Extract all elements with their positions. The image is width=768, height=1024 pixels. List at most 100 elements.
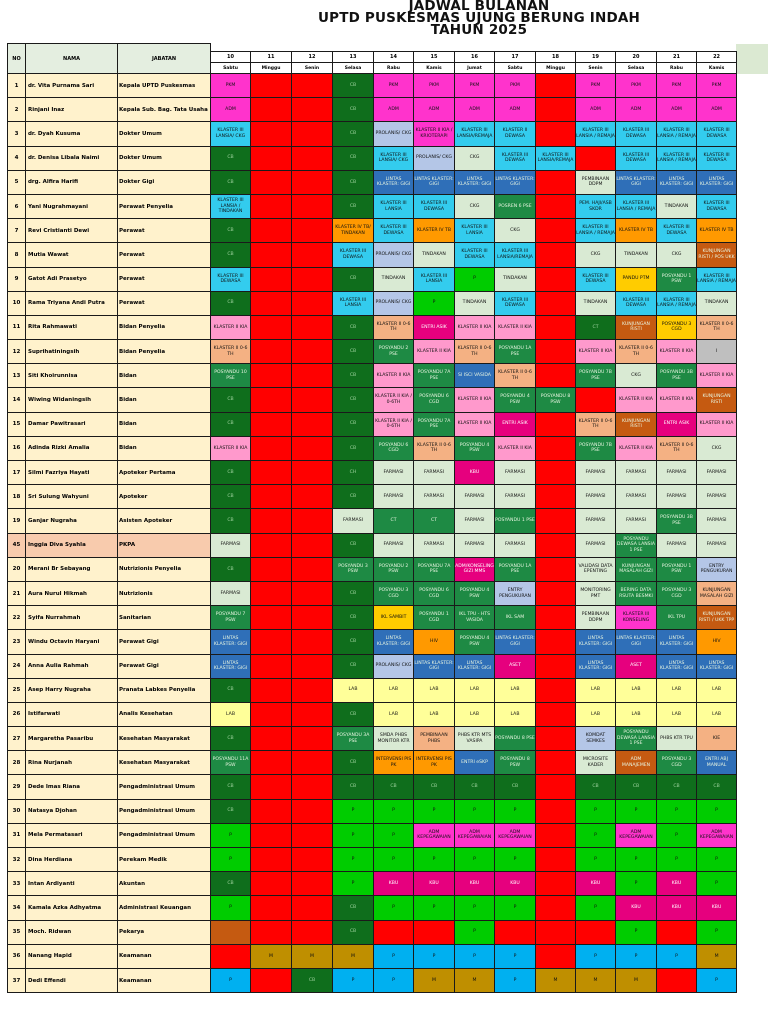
schedule-cell bbox=[413, 919, 455, 945]
schedule-cell: M bbox=[535, 967, 576, 994]
date-number: 22 bbox=[695, 51, 738, 64]
staff-position: Bidan bbox=[117, 363, 211, 389]
schedule-cell: M bbox=[615, 967, 657, 994]
schedule-cell: CB bbox=[210, 387, 251, 413]
schedule-cell: ADM KEPEGAWAIAN bbox=[413, 822, 455, 849]
schedule-cell bbox=[250, 411, 292, 437]
date-number: 20 bbox=[615, 51, 657, 64]
schedule-cell: CB bbox=[332, 193, 374, 220]
staff-position: Apoteker bbox=[117, 484, 211, 510]
schedule-cell: CKG bbox=[575, 242, 616, 268]
schedule-cell: ADM bbox=[454, 97, 495, 123]
schedule-cell bbox=[535, 266, 576, 292]
row-number: 25 bbox=[7, 677, 26, 703]
schedule-cell: CB bbox=[332, 339, 374, 365]
staff-name: Adinda Rizki Amalia bbox=[25, 435, 118, 462]
header-nama: NAMA bbox=[25, 43, 118, 74]
table-row: 18 Sri Sulung Wahyuni Apoteker CB CB FARMASI F… bbox=[7, 484, 738, 510]
schedule-cell: P bbox=[656, 846, 697, 873]
day-name: Sabtu bbox=[494, 62, 536, 74]
staff-name: dr. Denisa Libala Naimi bbox=[25, 145, 118, 171]
day-name: Rabu bbox=[656, 62, 697, 74]
schedule-cell: P bbox=[575, 822, 616, 849]
schedule-cell: LAB bbox=[575, 701, 616, 728]
schedule-cell: LAB bbox=[615, 677, 657, 703]
schedule-cell: FARMASI bbox=[575, 532, 616, 558]
schedule-cell: FARMASI bbox=[656, 532, 697, 558]
schedule-cell: LINTAS KLASTER: GIGI bbox=[373, 629, 414, 655]
schedule-cell bbox=[250, 363, 292, 389]
schedule-cell: POSYANDU 3A PSE bbox=[332, 726, 374, 752]
schedule-cell: LAB bbox=[575, 677, 616, 703]
row-number: 30 bbox=[7, 798, 26, 824]
schedule-cell: P bbox=[373, 943, 414, 969]
schedule-cell: POSYANDU 4 PSW bbox=[454, 580, 495, 607]
schedule-cell: PHBS KTR MTS VASIPA bbox=[454, 726, 495, 752]
schedule-cell: POSYANDU 3B PSE bbox=[656, 508, 697, 534]
schedule-cell: INTERVENSI PIS PK bbox=[413, 750, 455, 776]
schedule-cell bbox=[535, 484, 576, 510]
schedule-cell: ENTRI ASIK bbox=[656, 411, 697, 437]
schedule-cell: POSYANDU 1 PSE bbox=[494, 508, 536, 534]
schedule-cell bbox=[291, 387, 333, 413]
schedule-cell: CB bbox=[494, 774, 536, 800]
schedule-cell: FARMASI bbox=[615, 484, 657, 510]
schedule-cell bbox=[291, 266, 333, 292]
schedule-cell: LINTAS KLASTER: GIGI bbox=[656, 653, 697, 679]
schedule-cell: POSYANDU DEWASA LANSIA 1 PSE bbox=[615, 726, 657, 752]
schedule-cell: FARMASI bbox=[494, 532, 536, 558]
row-number: 10 bbox=[7, 290, 26, 316]
schedule-cell: CB bbox=[332, 750, 374, 776]
schedule-cell: I bbox=[695, 339, 738, 365]
schedule-cell: FARMASI bbox=[454, 532, 495, 558]
schedule-cell bbox=[291, 701, 333, 728]
schedule-cell: TINDAKAN bbox=[413, 242, 455, 268]
schedule-cell: CKG bbox=[656, 242, 697, 268]
schedule-cell: POSYANDU 1A PSE bbox=[494, 556, 536, 582]
row-number: 18 bbox=[7, 484, 26, 510]
day-row: Sabtu Minggu Senin Selasa Rabu Kamis Jumat Sabt… bbox=[8, 62, 738, 74]
schedule-cell: KUNJUNGAN RISTI bbox=[615, 411, 657, 437]
schedule-cell bbox=[210, 919, 251, 945]
schedule-cell: P bbox=[210, 846, 251, 873]
schedule-cell: CKG bbox=[494, 218, 536, 244]
schedule-cell bbox=[291, 411, 333, 437]
schedule-cell bbox=[291, 532, 333, 558]
staff-name: Rina Nurjanah bbox=[25, 750, 118, 776]
staff-position: Apoteker Pertama bbox=[117, 459, 211, 486]
schedule-cell bbox=[291, 242, 333, 268]
schedule-cell: P bbox=[454, 846, 495, 873]
row-number: 15 bbox=[7, 411, 26, 437]
schedule-cell bbox=[291, 145, 333, 171]
schedule-cell bbox=[250, 242, 292, 268]
schedule-cell: LAB bbox=[413, 701, 455, 728]
staff-position: Perawat bbox=[117, 266, 211, 292]
staff-name: Inggia Diva Syahla bbox=[25, 532, 118, 558]
schedule-cell bbox=[575, 145, 616, 171]
schedule-cell: KLASTER II KIA bbox=[656, 387, 697, 413]
schedule-cell: P bbox=[373, 846, 414, 873]
date-number: 19 bbox=[575, 51, 616, 64]
schedule-cell bbox=[250, 121, 292, 147]
schedule-cell: P bbox=[373, 822, 414, 849]
schedule-cell: KLASTER III LANSIA / REMAJA bbox=[656, 145, 697, 171]
schedule-cell: CB bbox=[373, 774, 414, 800]
schedule-cell: KBU bbox=[413, 871, 455, 897]
schedule-cell: KIE bbox=[695, 726, 738, 752]
schedule-cell: FARMASI bbox=[615, 508, 657, 534]
table-row: 8 Mutia Wawat Perawat CB KLASTER III DEWASA P… bbox=[7, 242, 738, 268]
schedule-cell bbox=[250, 218, 292, 244]
schedule-cell: POSYANDU 7A PSE bbox=[413, 556, 455, 582]
schedule-cell bbox=[250, 435, 292, 462]
schedule-cell bbox=[291, 798, 333, 824]
schedule-cell: P bbox=[575, 943, 616, 969]
schedule-cell: POSYANDU 2 PSE bbox=[373, 339, 414, 365]
schedule-cell: KLASTER III LANSIA bbox=[413, 266, 455, 292]
row-number: 3 bbox=[7, 121, 26, 147]
schedule-cell: CB bbox=[332, 895, 374, 921]
schedule-cell bbox=[535, 701, 576, 728]
staff-name: Istifarwati bbox=[25, 701, 118, 728]
schedule-cell: PKM bbox=[413, 72, 455, 99]
schedule-cell bbox=[250, 145, 292, 171]
schedule-cell: ADM KEPEGAWAIAN bbox=[615, 822, 657, 849]
